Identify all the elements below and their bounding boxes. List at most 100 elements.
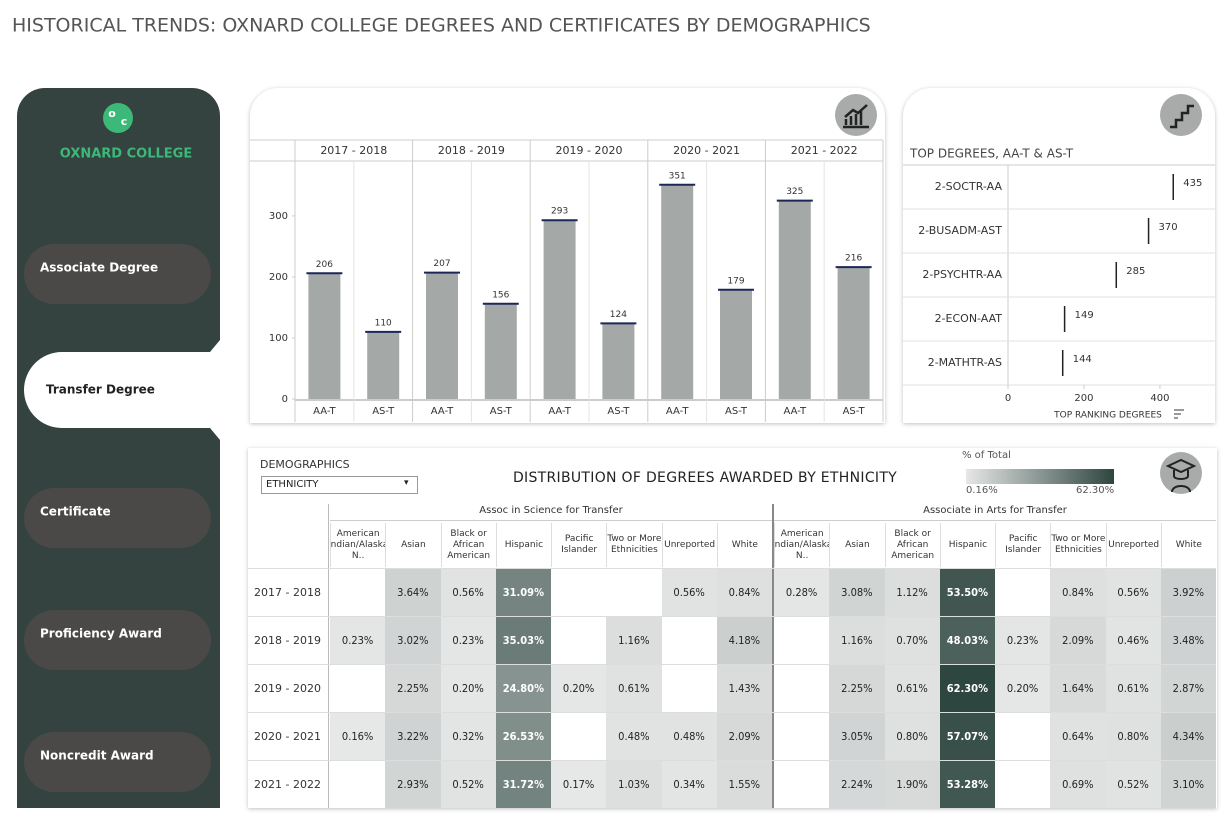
heat-cell: 3.02% — [385, 617, 441, 664]
data-label: 206 — [316, 260, 333, 270]
icon-glyph — [1165, 458, 1197, 493]
row-line — [328, 712, 1216, 713]
column-header: Black or African American — [440, 523, 496, 567]
heat-cell: 53.50% — [939, 569, 995, 616]
column-header: Two or More Ethnicities — [606, 523, 661, 567]
data-label: 285 — [1126, 266, 1145, 277]
icon-glyph — [1170, 104, 1194, 129]
grid-border — [772, 504, 774, 808]
legend-max: 62.30% — [1076, 485, 1115, 496]
heat-cell: 53.28% — [939, 761, 995, 808]
nav-label[interactable]: Proficiency Award — [40, 627, 162, 641]
chart-title: TOP DEGREES, AA-T & AS-T — [909, 147, 1074, 161]
sidebar — [17, 88, 220, 808]
heat-cell: 0.69% — [1050, 761, 1106, 808]
category-label: 2-BUSADM-AST — [918, 224, 1002, 237]
legend-gradient — [966, 469, 1114, 484]
row-label: 2019 - 2020 — [248, 664, 328, 712]
heat-cell: 1.03% — [606, 761, 662, 808]
row-label: 2020 - 2021 — [248, 712, 328, 760]
column-header: Black or African American — [884, 523, 940, 567]
group-header: Associate in Arts for Transfer — [774, 505, 1216, 521]
row-line — [328, 760, 1216, 761]
nav-label[interactable]: Noncredit Award — [40, 749, 154, 763]
heat-cell: 1.12% — [884, 569, 940, 616]
row-line — [328, 568, 1216, 569]
logo-text: OXNARD COLLEGE — [60, 147, 192, 162]
heat-cell: 0.28% — [774, 569, 830, 616]
x-sub-label: AS-T — [372, 406, 395, 417]
heat-cell: 1.43% — [716, 665, 772, 712]
y-tick-label: 300 — [269, 211, 288, 222]
x-sub-label: AA-T — [666, 406, 689, 417]
group-label: 2020 - 2021 — [673, 144, 740, 157]
nav-item[interactable] — [24, 488, 211, 548]
x-axis-label: TOP RANKING DEGREES — [1053, 411, 1162, 421]
x-sub-label: AA-T — [784, 406, 807, 417]
y-tick-label: 0 — [282, 394, 288, 405]
heat-cell: 31.72% — [495, 761, 551, 808]
column-header: Asian — [385, 523, 440, 567]
nav-item[interactable] — [24, 610, 211, 670]
heat-cell: 0.61% — [884, 665, 940, 712]
heat-cell: 0.52% — [440, 761, 496, 808]
x-tick-label: 200 — [1074, 393, 1093, 404]
heat-cell: 3.48% — [1160, 617, 1216, 664]
nav-item-selected[interactable] — [24, 340, 220, 440]
heat-cell: 31.09% — [495, 569, 551, 616]
column-header: White — [1160, 523, 1216, 567]
heat-cell: 3.08% — [829, 569, 885, 616]
heat-cell: 2.09% — [716, 713, 772, 760]
column-header: Hispanic — [939, 523, 995, 567]
heat-cell: 3.22% — [385, 713, 441, 760]
heat-cell: 62.30% — [939, 665, 995, 712]
nav-item[interactable] — [24, 244, 211, 304]
top-degrees-panel — [903, 88, 1215, 423]
grid-border — [328, 504, 329, 808]
nav-item[interactable] — [24, 732, 211, 792]
logo — [103, 103, 133, 133]
data-label: 179 — [727, 276, 744, 286]
category-label: 2-ECON-AAT — [935, 312, 1003, 325]
sort-icon — [1174, 409, 1184, 419]
heat-cell: 1.90% — [884, 761, 940, 808]
bar — [426, 272, 458, 399]
heat-cell: 4.34% — [1160, 713, 1216, 760]
nav-label[interactable]: Certificate — [40, 505, 111, 519]
heat-cell: 2.25% — [385, 665, 441, 712]
row-label: 2017 - 2018 — [248, 568, 328, 616]
category-label: 2-PSYCHTR-AA — [922, 268, 1002, 281]
data-label: 370 — [1159, 222, 1178, 233]
data-label: 351 — [669, 171, 686, 181]
heat-cell: 3.64% — [385, 569, 441, 616]
x-sub-label: AS-T — [725, 406, 748, 417]
heat-cell: 0.20% — [551, 665, 607, 712]
legend-min: 0.16% — [966, 485, 998, 496]
heat-cell: 0.84% — [716, 569, 772, 616]
x-sub-label: AS-T — [843, 406, 866, 417]
heat-cell: 26.53% — [495, 713, 551, 760]
heat-cell: 0.20% — [440, 665, 496, 712]
data-label: 144 — [1073, 354, 1092, 365]
heat-cell: 2.24% — [829, 761, 885, 808]
dropdown[interactable]: ETHNICITY — [261, 476, 418, 494]
heat-cell: 0.48% — [606, 713, 662, 760]
heat-cell: 2.93% — [385, 761, 441, 808]
row-label: 2018 - 2019 — [248, 616, 328, 664]
heat-cell: 1.64% — [1050, 665, 1106, 712]
data-label: 124 — [610, 310, 627, 320]
heat-cell: 2.25% — [829, 665, 885, 712]
bar — [367, 331, 400, 399]
row-line — [328, 664, 1216, 665]
heat-cell: 0.17% — [551, 761, 607, 808]
page-title: HISTORICAL TRENDS: OXNARD COLLEGE DEGREE… — [12, 15, 871, 37]
y-tick-label: 100 — [269, 333, 288, 344]
nav-label[interactable]: Associate Degree — [40, 261, 158, 275]
data-label: 325 — [786, 187, 803, 197]
heat-cell: 35.03% — [495, 617, 551, 664]
data-label: 156 — [492, 290, 509, 300]
data-label: 216 — [845, 254, 862, 264]
nav-label[interactable]: Transfer Degree — [46, 383, 155, 397]
row-line — [328, 616, 1216, 617]
